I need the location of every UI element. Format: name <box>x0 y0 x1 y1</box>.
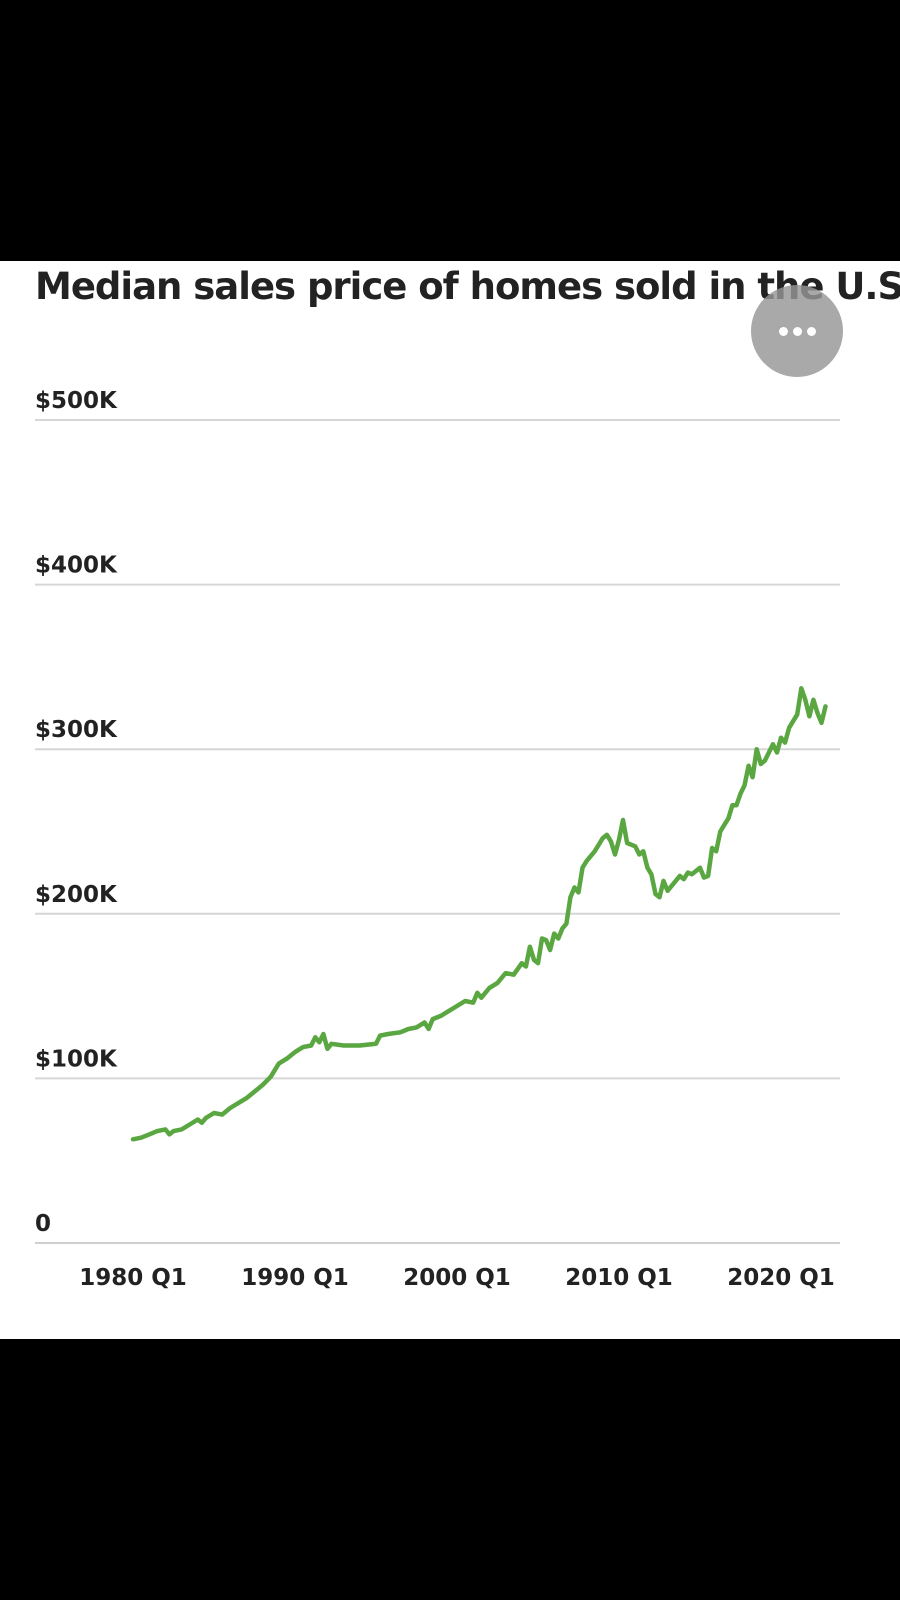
more-dot-icon <box>806 326 816 336</box>
y-tick-label: $200K <box>35 882 118 908</box>
y-tick-label: $400K <box>35 553 118 579</box>
x-tick-label: 1980 Q1 <box>79 1265 187 1291</box>
chart-card: Median sales price of homes sold in the … <box>0 261 900 1339</box>
x-tick-label: 2020 Q1 <box>727 1265 835 1291</box>
y-tick-label: $100K <box>35 1046 118 1072</box>
more-dot-icon <box>778 326 788 336</box>
y-tick-label: $300K <box>35 717 118 743</box>
y-tick-label: $500K <box>35 388 118 414</box>
y-tick-label: 0 <box>35 1211 51 1237</box>
chart-title: Median sales price of homes sold in the … <box>35 265 900 308</box>
x-tick-label: 2000 Q1 <box>403 1265 511 1291</box>
more-dot-icon <box>792 326 802 336</box>
more-options-button[interactable] <box>751 285 843 377</box>
x-tick-label: 2010 Q1 <box>565 1265 673 1291</box>
median-price-line <box>130 686 828 1142</box>
x-tick-label: 1990 Q1 <box>241 1265 349 1291</box>
